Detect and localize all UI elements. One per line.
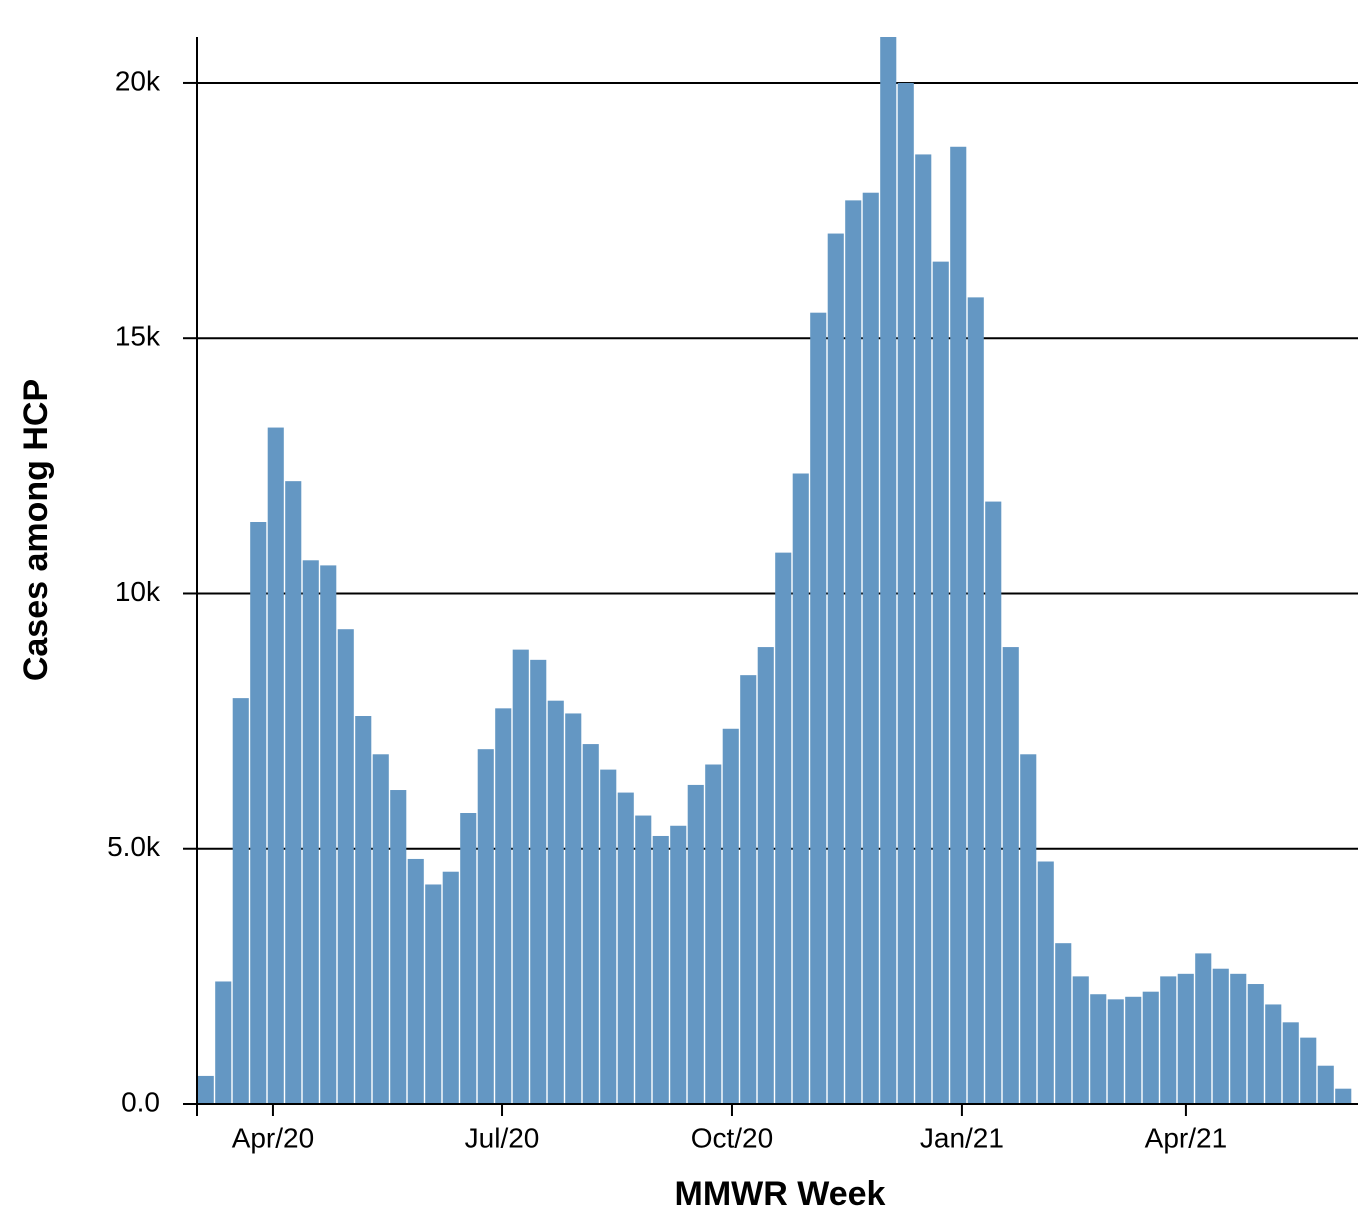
bar [722,728,739,1104]
x-tick-label: Jul/20 [465,1122,540,1153]
bar [687,784,704,1104]
bar [512,649,529,1104]
bar [1055,943,1072,1104]
x-tick-label: Apr/21 [1145,1122,1228,1153]
y-tick-label: 20k [115,65,161,96]
bar [1107,999,1124,1104]
bar [530,659,547,1104]
x-tick-label: Apr/20 [232,1122,315,1153]
x-axis-title: MMWR Week [675,1175,886,1213]
bar [652,835,669,1104]
bar [1195,953,1212,1104]
bar [617,792,634,1104]
x-tick-label: Oct/20 [691,1122,773,1153]
bar [425,884,442,1104]
bar [985,501,1002,1104]
bar [792,473,809,1104]
bar [757,647,774,1104]
bar [477,749,494,1104]
bar [495,708,512,1104]
bar [1072,976,1089,1104]
bar [635,815,652,1104]
bar [1247,984,1264,1104]
bar [1335,1088,1352,1104]
bar [845,200,862,1105]
bar [302,560,319,1104]
bar [862,192,879,1105]
y-tick-label: 10k [115,576,161,607]
bar [1002,647,1019,1104]
bar [1282,1022,1299,1104]
bar [775,552,792,1104]
bar [215,981,232,1104]
bar [1265,1004,1282,1104]
bar [1300,1037,1317,1104]
bar [1160,976,1177,1104]
bar [372,754,389,1104]
bar [442,871,459,1104]
bar [950,146,967,1104]
bar [1090,994,1107,1104]
bar [407,858,424,1104]
bar [1212,968,1229,1104]
bar [547,700,564,1104]
bar [1020,754,1037,1104]
bar [880,37,897,1104]
y-tick-label: 5.0k [107,831,161,862]
bar [197,1075,214,1104]
bar [460,813,477,1104]
bar [232,698,249,1104]
bar [1037,861,1054,1104]
bar [670,825,687,1104]
bar [337,629,354,1104]
x-tick-label: Jan/21 [920,1122,1004,1153]
bar [1177,973,1194,1104]
bar [320,565,337,1104]
bar [1142,991,1159,1104]
bar [267,427,284,1105]
bar [915,154,932,1105]
bar [565,713,582,1104]
bar [355,716,372,1104]
bar [827,233,844,1105]
bar [705,764,722,1104]
bar [390,790,407,1104]
bar [1317,1065,1334,1104]
bar [600,769,617,1104]
bar [810,312,827,1104]
bar [285,481,302,1104]
y-tick-label: 0.0 [121,1086,160,1117]
bar [1230,973,1247,1104]
bar [932,261,949,1104]
bar [250,522,267,1104]
y-axis-title: Cases among HCP [17,379,55,681]
bar [1125,996,1142,1104]
bar [582,744,599,1104]
y-tick-label: 15k [115,321,161,352]
bar [740,675,757,1104]
bar [897,82,914,1104]
bar [967,297,984,1104]
